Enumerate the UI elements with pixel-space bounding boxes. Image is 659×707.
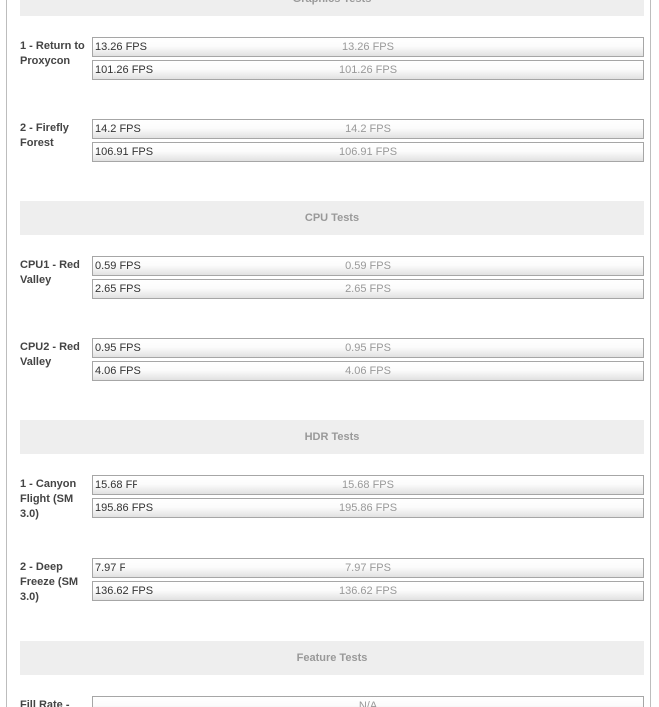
bar-left-value: 195.86 FPS: [95, 502, 154, 514]
test-label: 1 - Canyon Flight (SM 3.0): [20, 478, 77, 520]
test-label: CPU2 - Red Valley: [20, 341, 80, 368]
test-label: CPU1 - Red Valley: [20, 259, 80, 286]
test-label: 2 - Deep Freeze (SM 3.0): [20, 561, 79, 603]
bar-fill: 2.65 FPS: [93, 280, 643, 298]
test-row: CPU2 - Red Valley 0.95 FPS 0.95 FPS 4.06 FP…: [20, 338, 644, 384]
test-label: Fill Rate -: [20, 699, 70, 707]
test-bars: 13.26 FPS 13.26 FPS 101.26 FPS 101.26 FPS: [92, 37, 644, 83]
result-bar: 7.97 FPS 7.97 FPS: [92, 558, 644, 578]
section-header-feature-tests: Feature Tests: [20, 641, 644, 675]
bar-fill: 136.62 FPS: [93, 582, 643, 600]
section-header-graphics-tests: Graphics Tests: [20, 0, 644, 16]
test-row: 1 - Canyon Flight (SM 3.0) 15.68 FPS 15.68…: [20, 475, 644, 522]
bar-center-value: 4.06 FPS: [345, 365, 391, 377]
results-frame: Graphics Tests 1 - Return to Proxycon 13.2…: [6, 0, 651, 707]
result-bar: 0.59 FPS 0.59 FPS: [92, 256, 644, 276]
bar-center-value: 0.59 FPS: [345, 260, 391, 272]
result-bar: 195.86 FPS 195.86 FPS: [92, 498, 644, 518]
bar-fill: 0.59 FPS: [93, 257, 216, 275]
result-bar: 101.26 FPS 101.26 FPS: [92, 60, 644, 80]
result-bar: 13.26 FPS 13.26 FPS: [92, 37, 644, 57]
bar-fill: 4.06 FPS: [93, 362, 643, 380]
bar-center-value: 0.95 FPS: [345, 342, 391, 354]
result-bar: 4.06 FPS 4.06 FPS: [92, 361, 644, 381]
test-row: CPU1 - Red Valley 0.59 FPS 0.59 FPS 2.65 FP…: [20, 256, 644, 302]
result-bar: 0.95 FPS 0.95 FPS: [92, 338, 644, 358]
bar-fill: 15.68 FPS: [93, 476, 137, 494]
bar-left-value: 4.06 FPS: [95, 365, 141, 377]
bar-left-value: 0.95 FPS: [95, 342, 141, 354]
test-bars: 14.2 FPS 14.2 FPS 106.91 FPS 106.91 FPS: [92, 119, 644, 165]
bar-center-value: 7.97 FPS: [345, 562, 391, 574]
test-label: 1 - Return to Proxycon: [20, 40, 85, 67]
test-bars: 15.68 FPS 15.68 FPS 195.86 FPS 195.86 FPS: [92, 475, 644, 521]
bar-left-value: 101.26 FPS: [95, 64, 154, 76]
section-header-hdr-tests: HDR Tests: [20, 420, 644, 454]
test-row: 2 - Firefly Forest 14.2 FPS 14.2 FPS 106.91…: [20, 119, 644, 165]
bar-fill: 0.95 FPS: [93, 339, 222, 357]
bar-left-value: 14.2 FPS: [95, 123, 141, 135]
bar-center-value: 14.2 FPS: [345, 123, 391, 135]
section-header-cpu-tests: CPU Tests: [20, 201, 644, 235]
result-bar: 136.62 FPS 136.62 FPS: [92, 581, 644, 601]
result-bar: 106.91 FPS 106.91 FPS: [92, 142, 644, 162]
test-bars: 0.59 FPS 0.59 FPS 2.65 FPS 2.65 FPS: [92, 256, 644, 302]
bar-center-value: 13.26 FPS: [342, 41, 394, 53]
bar-fill: 14.2 FPS: [93, 120, 166, 138]
results-content: Graphics Tests 1 - Return to Proxycon 13.2…: [7, 0, 650, 707]
bar-center-value: 106.91 FPS: [338, 146, 398, 158]
bar-center-value: 195.86 FPS: [338, 502, 398, 514]
test-row: Fill Rate - N/A: [20, 696, 644, 707]
test-bars: 7.97 FPS 7.97 FPS 136.62 FPS 136.62 FPS: [92, 558, 644, 604]
bar-left-value: 13.26 FPS: [95, 41, 147, 53]
test-bars: N/A: [92, 696, 644, 707]
test-label: 2 - Firefly Forest: [20, 122, 69, 149]
bar-fill: 13.26 FPS: [93, 38, 165, 56]
bar-fill: 195.86 FPS: [93, 499, 643, 517]
bar-center-value: 15.68 FPS: [342, 479, 394, 491]
bar-fill: 7.97 FPS: [93, 559, 125, 577]
bar-left-value: 15.68 FPS: [95, 479, 137, 491]
result-bar: 2.65 FPS 2.65 FPS: [92, 279, 644, 299]
test-bars: 0.95 FPS 0.95 FPS 4.06 FPS 4.06 FPS: [92, 338, 644, 384]
test-row: 1 - Return to Proxycon 13.26 FPS 13.26 FPS…: [20, 37, 644, 83]
bar-left-value: 136.62 FPS: [95, 585, 154, 597]
result-bar: N/A: [92, 696, 644, 707]
bar-center-value: 2.65 FPS: [345, 283, 391, 295]
bar-center-value: N/A: [358, 700, 378, 707]
bar-fill: 106.91 FPS: [93, 143, 643, 161]
bar-left-value: 7.97 FPS: [95, 562, 125, 574]
bar-fill: 101.26 FPS: [93, 61, 643, 79]
bar-center-value: 101.26 FPS: [338, 64, 398, 76]
result-bar: 14.2 FPS 14.2 FPS: [92, 119, 644, 139]
bar-left-value: 2.65 FPS: [95, 283, 141, 295]
result-bar: 15.68 FPS 15.68 FPS: [92, 475, 644, 495]
bar-left-value: 0.59 FPS: [95, 260, 141, 272]
bar-center-value: 136.62 FPS: [338, 585, 398, 597]
bar-left-value: 106.91 FPS: [95, 146, 154, 158]
